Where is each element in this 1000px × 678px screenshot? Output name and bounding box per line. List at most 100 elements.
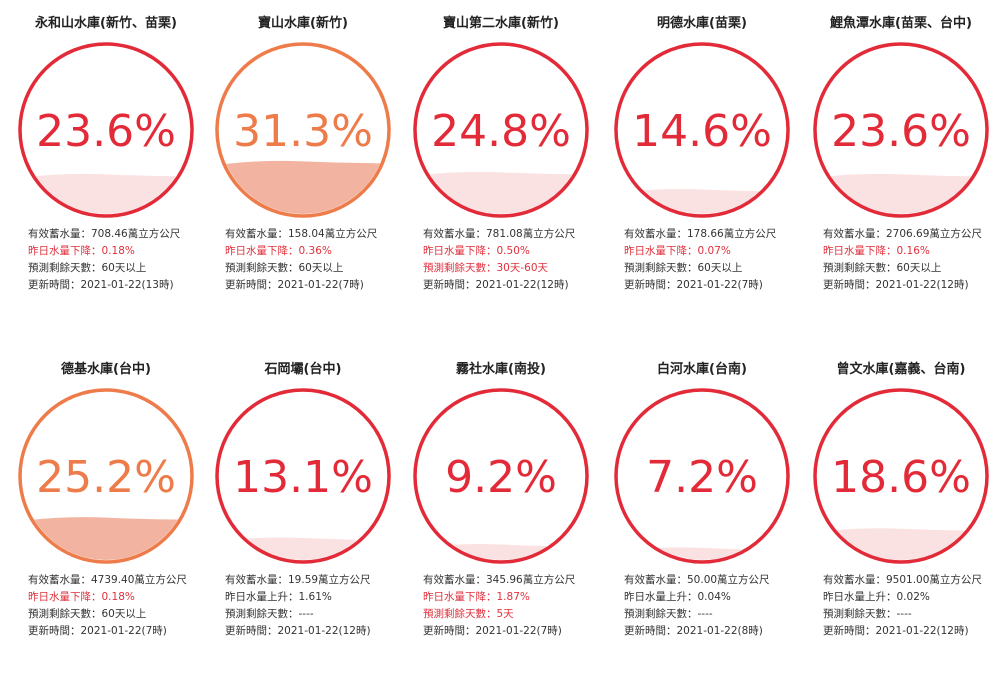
capacity-label: 有效蓄水量： <box>423 228 486 240</box>
reservoir-card[interactable]: 德基水庫(台中) 25.2% 有效蓄水量：4739.40萬立方公尺 昨日水量下降：0.… <box>8 358 204 678</box>
capacity-line: 有效蓄水量：4739.40萬立方公尺 <box>28 572 187 589</box>
reservoir-card[interactable]: 霧社水庫(南投) 9.2% 有效蓄水量：345.96萬立方公尺 昨日水量下降：1.87… <box>403 358 599 678</box>
days-label: 預測剩餘天數： <box>823 608 897 620</box>
change-line: 昨日水量上升：1.61% <box>225 589 371 606</box>
days-label: 預測剩餘天數： <box>624 262 698 274</box>
reservoir-card[interactable]: 明德水庫(苗栗) 14.6% 有效蓄水量：178.66萬立方公尺 昨日水量下降：0.0… <box>604 12 800 332</box>
change-label: 昨日水量上升： <box>624 591 698 603</box>
change-value: 0.07% <box>697 245 731 257</box>
capacity-label: 有效蓄水量： <box>423 574 486 586</box>
gauge-ring <box>413 42 589 218</box>
capacity-value: 345.96萬立方公尺 <box>486 574 576 586</box>
change-value: 1.61% <box>298 591 332 603</box>
days-value: 5天 <box>496 608 514 620</box>
reservoir-name: 寶山第二水庫(新竹) <box>443 16 559 31</box>
water-level-gauge: 9.2% <box>411 386 591 566</box>
updated-value: 2021-01-22(8時) <box>676 625 763 637</box>
water-fill <box>417 171 585 214</box>
reservoir-name: 鯉魚潭水庫(苗栗、台中) <box>830 16 972 31</box>
days-line: 預測剩餘天數：60天以上 <box>823 260 982 277</box>
capacity-line: 有效蓄水量：781.08萬立方公尺 <box>423 226 575 243</box>
reservoir-card[interactable]: 曾文水庫(嘉義、台南) 18.6% 有效蓄水量：9501.00萬立方公尺 昨日水量上升… <box>803 358 999 678</box>
days-label: 預測剩餘天數： <box>225 608 299 620</box>
reservoir-info: 有效蓄水量：781.08萬立方公尺 昨日水量下降：0.50% 預測剩餘天數：30天-… <box>423 226 575 294</box>
days-label: 預測剩餘天數： <box>28 608 102 620</box>
capacity-value: 9501.00萬立方公尺 <box>886 574 982 586</box>
days-label: 預測剩餘天數： <box>225 262 299 274</box>
reservoir-card[interactable]: 永和山水庫(新竹、苗栗) 23.6% 有效蓄水量：708.46萬立方公尺 昨日水量下降… <box>8 12 204 332</box>
percentage-value: 23.6% <box>831 106 971 157</box>
gauge-svg: 24.8% <box>413 42 589 218</box>
water-level-gauge: 23.6% <box>16 40 196 220</box>
updated-value: 2021-01-22(7時) <box>80 625 167 637</box>
updated-value: 2021-01-22(7時) <box>277 279 364 291</box>
updated-label: 更新時間： <box>423 625 476 637</box>
change-label: 昨日水量下降： <box>423 245 497 257</box>
change-label: 昨日水量下降： <box>624 245 698 257</box>
percentage-value: 14.6% <box>632 106 772 157</box>
days-label: 預測剩餘天數： <box>423 262 497 274</box>
reservoir-card[interactable]: 寶山水庫(新竹) 31.3% 有效蓄水量：158.04萬立方公尺 昨日水量下降：0.3… <box>205 12 401 332</box>
gauge-svg: 13.1% <box>215 388 391 564</box>
days-value: ---- <box>697 608 713 620</box>
days-value: ---- <box>896 608 912 620</box>
days-value: 30天-60天 <box>496 262 549 274</box>
percentage-value: 7.2% <box>646 452 758 503</box>
updated-value: 2021-01-22(7時) <box>475 625 562 637</box>
updated-line: 更新時間：2021-01-22(12時) <box>423 277 575 294</box>
change-line: 昨日水量下降：0.36% <box>225 243 377 260</box>
days-line: 預測剩餘天數：60天以上 <box>225 260 377 277</box>
days-line: 預測剩餘天數：5天 <box>423 606 575 623</box>
days-label: 預測剩餘天數： <box>423 608 497 620</box>
change-label: 昨日水量上升： <box>225 591 299 603</box>
capacity-value: 50.00萬立方公尺 <box>687 574 770 586</box>
capacity-value: 708.46萬立方公尺 <box>91 228 181 240</box>
days-line: 預測剩餘天數：30天-60天 <box>423 260 575 277</box>
capacity-value: 781.08萬立方公尺 <box>486 228 576 240</box>
reservoir-card[interactable]: 寶山第二水庫(新竹) 24.8% 有效蓄水量：781.08萬立方公尺 昨日水量下降：0… <box>403 12 599 332</box>
gauge-ring <box>614 388 790 564</box>
capacity-line: 有效蓄水量：178.66萬立方公尺 <box>624 226 776 243</box>
change-line: 昨日水量上升：0.04% <box>624 589 770 606</box>
percentage-value: 23.6% <box>36 106 176 157</box>
capacity-value: 178.66萬立方公尺 <box>687 228 777 240</box>
updated-value: 2021-01-22(13時) <box>80 279 174 291</box>
days-label: 預測剩餘天數： <box>624 608 698 620</box>
change-value: 0.16% <box>896 245 930 257</box>
water-level-gauge: 7.2% <box>612 386 792 566</box>
reservoir-name: 石岡壩(台中) <box>264 362 342 377</box>
percentage-value: 13.1% <box>233 452 373 503</box>
gauge-ring <box>215 388 391 564</box>
days-line: 預測剩餘天數：---- <box>624 606 770 623</box>
updated-label: 更新時間： <box>823 279 876 291</box>
change-label: 昨日水量上升： <box>823 591 897 603</box>
gauge-svg: 9.2% <box>413 388 589 564</box>
capacity-value: 158.04萬立方公尺 <box>288 228 378 240</box>
days-label: 預測剩餘天數： <box>28 262 102 274</box>
capacity-line: 有效蓄水量：19.59萬立方公尺 <box>225 572 371 589</box>
gauge-ring <box>18 42 194 218</box>
change-line: 昨日水量下降：0.18% <box>28 589 187 606</box>
capacity-label: 有效蓄水量： <box>225 574 288 586</box>
gauge-ring <box>813 42 989 218</box>
days-line: 預測剩餘天數：60天以上 <box>624 260 776 277</box>
change-label: 昨日水量下降： <box>28 591 102 603</box>
days-value: 60天以上 <box>101 262 147 274</box>
reservoir-card[interactable]: 鯉魚潭水庫(苗栗、台中) 23.6% 有效蓄水量：2706.69萬立方公尺 昨日水量下… <box>803 12 999 332</box>
gauge-svg: 7.2% <box>614 388 790 564</box>
reservoir-card[interactable]: 白河水庫(台南) 7.2% 有效蓄水量：50.00萬立方公尺 昨日水量上升：0.04%… <box>604 358 800 678</box>
percentage-value: 31.3% <box>233 106 373 157</box>
gauge-svg: 23.6% <box>813 42 989 218</box>
updated-value: 2021-01-22(12時) <box>875 279 969 291</box>
capacity-line: 有效蓄水量：9501.00萬立方公尺 <box>823 572 982 589</box>
change-label: 昨日水量下降： <box>225 245 299 257</box>
reservoir-card[interactable]: 石岡壩(台中) 13.1% 有效蓄水量：19.59萬立方公尺 昨日水量上升：1.61%… <box>205 358 401 678</box>
water-fill <box>22 517 190 560</box>
water-level-gauge: 13.1% <box>213 386 393 566</box>
days-line: 預測剩餘天數：60天以上 <box>28 260 180 277</box>
reservoir-info: 有效蓄水量：178.66萬立方公尺昨日水量下降：0.07% 預測剩餘天數：60天以… <box>624 226 776 294</box>
change-value: 0.18% <box>101 591 135 603</box>
days-value: 60天以上 <box>298 262 344 274</box>
capacity-value: 4739.40萬立方公尺 <box>91 574 187 586</box>
percentage-value: 24.8% <box>431 106 571 157</box>
